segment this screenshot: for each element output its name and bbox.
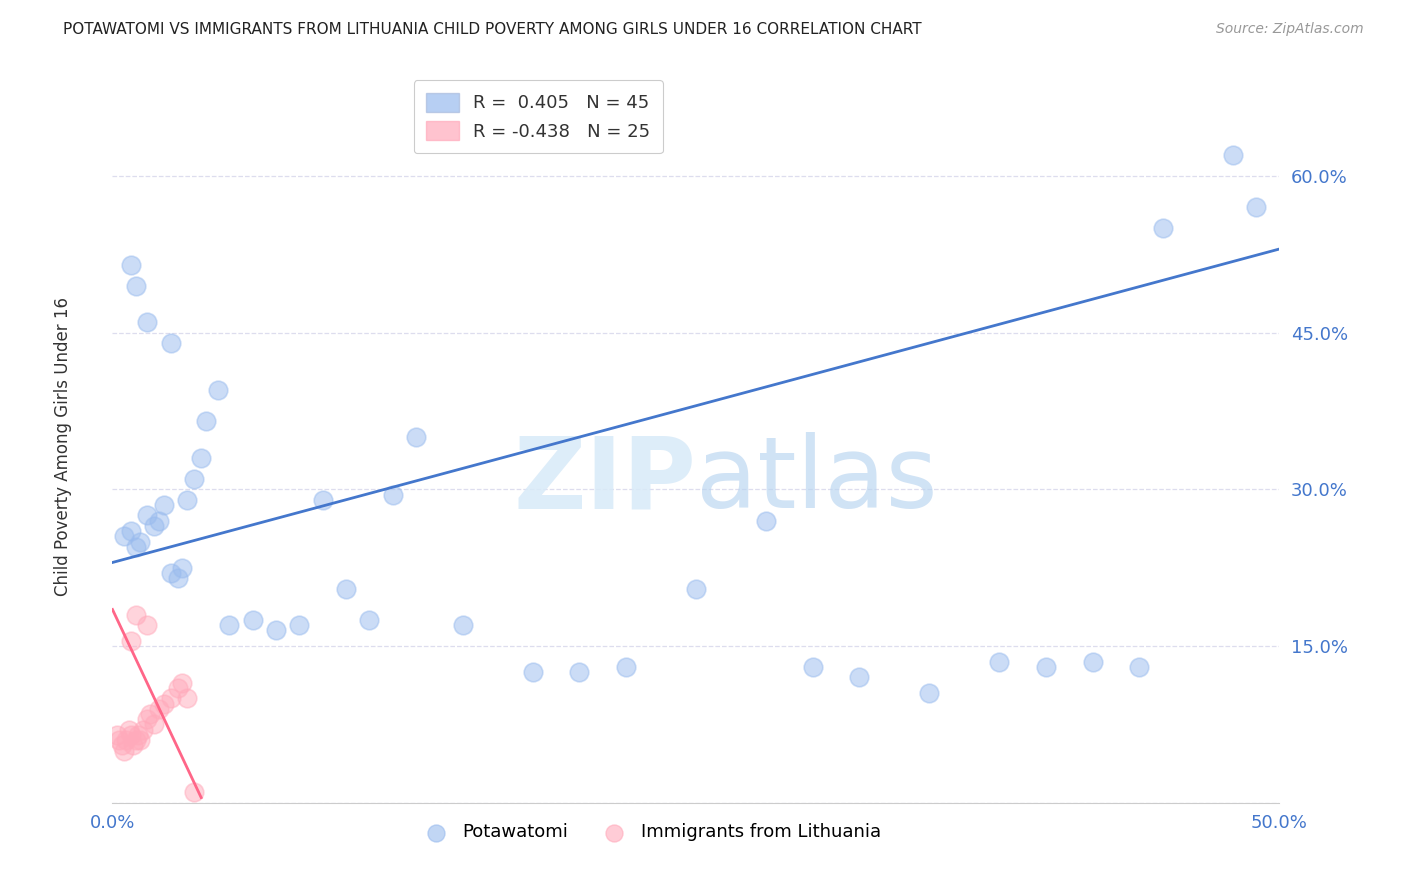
Point bbox=[172, 675, 194, 690]
Text: Child Poverty Among Girls Under 16: Child Poverty Among Girls Under 16 bbox=[55, 296, 72, 596]
Point bbox=[335, 582, 357, 596]
Point bbox=[176, 691, 198, 706]
Point bbox=[172, 560, 194, 574]
Point bbox=[153, 498, 176, 512]
Point bbox=[132, 723, 155, 737]
Point bbox=[918, 686, 941, 700]
Point bbox=[112, 743, 135, 757]
Point bbox=[120, 258, 142, 272]
Point bbox=[136, 315, 159, 329]
Point bbox=[111, 739, 134, 753]
Point bbox=[1244, 200, 1267, 214]
Point bbox=[264, 624, 287, 638]
Point bbox=[160, 566, 183, 580]
Point bbox=[129, 534, 152, 549]
Point bbox=[988, 655, 1011, 669]
Point bbox=[166, 681, 188, 695]
Point bbox=[108, 733, 131, 747]
Point bbox=[183, 472, 205, 486]
Text: POTAWATOMI VS IMMIGRANTS FROM LITHUANIA CHILD POVERTY AMONG GIRLS UNDER 16 CORRE: POTAWATOMI VS IMMIGRANTS FROM LITHUANIA … bbox=[63, 22, 922, 37]
Point bbox=[125, 540, 148, 554]
Point bbox=[685, 582, 707, 596]
Point bbox=[359, 613, 381, 627]
Point bbox=[136, 618, 159, 632]
Point bbox=[848, 670, 870, 684]
Point bbox=[1035, 660, 1057, 674]
Point bbox=[143, 519, 166, 533]
Point bbox=[183, 785, 205, 799]
Point bbox=[311, 492, 333, 507]
Point bbox=[139, 706, 162, 721]
Point bbox=[125, 607, 148, 622]
Point bbox=[190, 450, 212, 465]
Point bbox=[522, 665, 544, 680]
Point bbox=[120, 524, 142, 538]
Point bbox=[105, 728, 128, 742]
Point bbox=[176, 492, 198, 507]
Point bbox=[129, 733, 152, 747]
Point bbox=[148, 514, 170, 528]
Point bbox=[120, 633, 142, 648]
Point bbox=[166, 571, 188, 585]
Point bbox=[568, 665, 591, 680]
Point bbox=[143, 717, 166, 731]
Text: atlas: atlas bbox=[696, 433, 938, 530]
Point bbox=[125, 733, 148, 747]
Point bbox=[112, 529, 135, 543]
Point bbox=[405, 430, 427, 444]
Point bbox=[1081, 655, 1104, 669]
Point bbox=[160, 691, 183, 706]
Point bbox=[194, 414, 217, 428]
Point bbox=[127, 728, 149, 742]
Point bbox=[1222, 148, 1244, 162]
Point bbox=[288, 618, 311, 632]
Point bbox=[207, 383, 229, 397]
Point bbox=[136, 508, 159, 523]
Point bbox=[160, 336, 183, 351]
Point bbox=[451, 618, 474, 632]
Point bbox=[614, 660, 637, 674]
Point bbox=[148, 702, 170, 716]
Point bbox=[153, 697, 176, 711]
Point bbox=[218, 618, 240, 632]
Point bbox=[120, 728, 142, 742]
Text: Source: ZipAtlas.com: Source: ZipAtlas.com bbox=[1216, 22, 1364, 37]
Point bbox=[125, 278, 148, 293]
Point bbox=[755, 514, 778, 528]
Point bbox=[122, 739, 145, 753]
Point bbox=[1128, 660, 1150, 674]
Point bbox=[118, 723, 141, 737]
Point bbox=[242, 613, 264, 627]
Legend: Potawatomi, Immigrants from Lithuania: Potawatomi, Immigrants from Lithuania bbox=[411, 816, 889, 848]
Text: ZIP: ZIP bbox=[513, 433, 696, 530]
Point bbox=[381, 487, 404, 501]
Point bbox=[801, 660, 824, 674]
Point bbox=[136, 712, 159, 726]
Point bbox=[115, 733, 138, 747]
Point bbox=[1152, 221, 1174, 235]
